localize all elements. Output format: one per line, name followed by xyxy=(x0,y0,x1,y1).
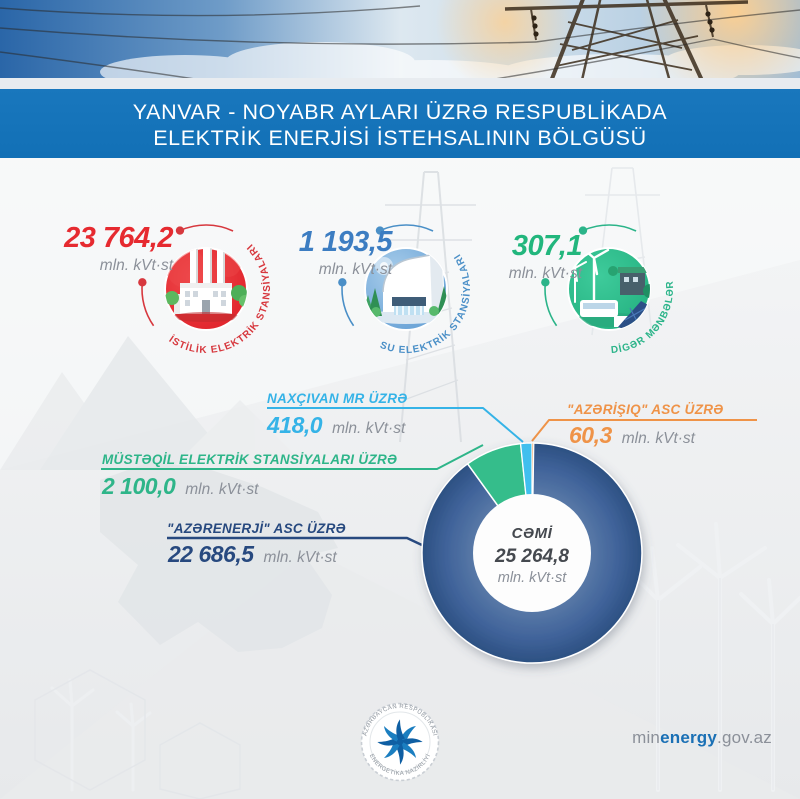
azerenerji-stat: 22 686,5 mln. kVt·st xyxy=(168,543,337,566)
ring-dot xyxy=(375,226,385,235)
naxcivan-label: NAXÇIVAN MR ÜZRƏ xyxy=(267,391,408,406)
azerisiq-unit: mln. kVt·st xyxy=(621,430,695,447)
azerisiq-value: 60,3 xyxy=(569,422,612,448)
azerisiq-stat: 60,3 mln. kVt·st xyxy=(569,424,695,447)
azerenerji-label: "AZƏRENERJİ" ASC ÜZRƏ xyxy=(167,521,347,536)
ring-dot xyxy=(541,278,550,287)
naxcivan-stat: 418,0 mln. kVt·st xyxy=(267,414,405,437)
azerbaijan-map-silhouette xyxy=(100,462,338,652)
insulators xyxy=(531,11,715,37)
hydro-plant-icon xyxy=(364,247,448,331)
mustaqil-label: MÜSTƏQİL ELEKTRİK STANSİYALARI ÜZRƏ xyxy=(102,452,398,467)
title-banner xyxy=(0,89,800,158)
page-title-line2: ELEKTRİK ENERJİSİ İSTEHSALININ BÖLGÜSÜ xyxy=(153,126,647,150)
renewables-stat: 307,1 mln. kVt·st xyxy=(468,230,583,282)
sun-glow xyxy=(435,0,575,89)
ring-dot xyxy=(338,278,347,287)
donut-center-label: CƏMİ xyxy=(511,525,553,542)
renewables-value: 307,1 xyxy=(511,230,583,262)
mountains-silhouette xyxy=(0,336,310,470)
seal-pinwheel xyxy=(377,719,423,765)
donut-center-unit: mln. kVt·st xyxy=(497,570,567,586)
ministry-seal: AZƏRBAYCAN RESPUBLİKASI ENERGETİKA NAZİR… xyxy=(360,702,440,782)
naxcivan-value: 418,0 xyxy=(267,412,323,438)
donut-hole xyxy=(473,494,591,612)
azerenerji-leader-line xyxy=(167,536,425,548)
ring-dot xyxy=(138,278,147,287)
hydro-unit: mln. kVt·st xyxy=(318,261,392,278)
website-link[interactable]: minenergy.gov.az xyxy=(632,728,772,748)
thermal-value: 23 764,2 xyxy=(64,222,173,254)
azerenerji-value: 22 686,5 xyxy=(168,541,254,567)
ring-dot xyxy=(578,226,588,235)
renewables-unit: mln. kVt·st xyxy=(508,265,582,282)
donut-center-value: 25 264,8 xyxy=(495,546,569,567)
azerisiq-label: "AZƏRİŞIQ" ASC ÜZRƏ xyxy=(567,402,724,417)
azerisiq-leader-line xyxy=(531,419,757,442)
hydro-value: 1 193,5 xyxy=(298,226,393,258)
thermal-unit: mln. kVt·st xyxy=(99,257,173,274)
page-title-line1: YANVAR - NOYABR AYLARI ÜZRƏ RESPUBLİKADA xyxy=(132,100,668,124)
background-facet xyxy=(0,550,800,799)
naxcivan-leader-line xyxy=(267,407,524,443)
website-suffix: .gov.az xyxy=(717,728,772,747)
naxcivan-unit: mln. kVt·st xyxy=(332,420,406,437)
thermal-stat: 23 764,2 mln. kVt·st xyxy=(35,224,173,274)
hydro-stat: 1 193,5 mln. kVt·st xyxy=(262,226,393,278)
ring-dot xyxy=(175,226,185,235)
donut-center: CƏMİ 25 264,8 mln. kVt·st xyxy=(472,526,592,586)
website-accent: energy xyxy=(660,728,718,747)
website-prefix: min xyxy=(632,728,661,747)
mustaqil-value: 2 100,0 xyxy=(102,473,176,499)
donut-chart xyxy=(421,442,643,664)
pylon-silhouette xyxy=(385,171,476,443)
mustaqil-unit: mln. kVt·st xyxy=(185,481,259,498)
header-photo xyxy=(0,0,800,89)
hexagon-decor xyxy=(34,669,241,799)
mustaqil-leader-line xyxy=(101,444,484,470)
mustaqil-stat: 2 100,0 mln. kVt·st xyxy=(102,475,258,498)
banner-top-strip xyxy=(0,78,800,89)
azerenerji-unit: mln. kVt·st xyxy=(263,549,337,566)
